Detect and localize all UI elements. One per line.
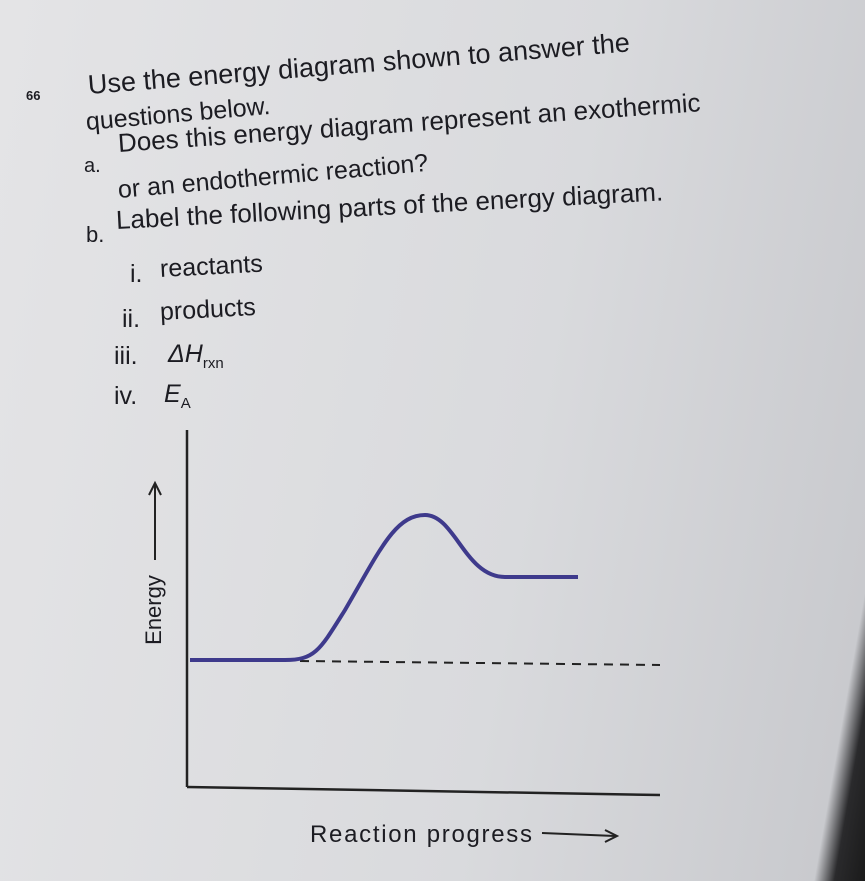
item-label: iii. bbox=[114, 342, 138, 370]
item-text: EA bbox=[164, 380, 191, 412]
item-subscript: rxn bbox=[202, 355, 224, 372]
reactant-level-line bbox=[299, 660, 661, 666]
x-arrow bbox=[541, 832, 616, 837]
item-text: ΔHrxn bbox=[168, 340, 224, 372]
y-axis-label: Energy bbox=[141, 575, 166, 645]
item-label: iv. bbox=[114, 382, 138, 410]
energy-curve bbox=[190, 512, 578, 662]
x-axis bbox=[186, 785, 661, 797]
part-label: a. bbox=[84, 155, 101, 177]
y-arrow-head bbox=[148, 480, 162, 496]
item-label: i. bbox=[130, 260, 143, 288]
item-label: ii. bbox=[122, 305, 141, 333]
part-label: b. bbox=[86, 222, 105, 247]
item-symbol: ΔH bbox=[168, 340, 203, 368]
question-number: 66 bbox=[26, 88, 41, 103]
x-arrow-head bbox=[604, 829, 620, 843]
item-subscript: A bbox=[180, 395, 191, 412]
item-symbol: E bbox=[164, 380, 181, 408]
x-axis-label: Reaction progress bbox=[310, 821, 532, 848]
